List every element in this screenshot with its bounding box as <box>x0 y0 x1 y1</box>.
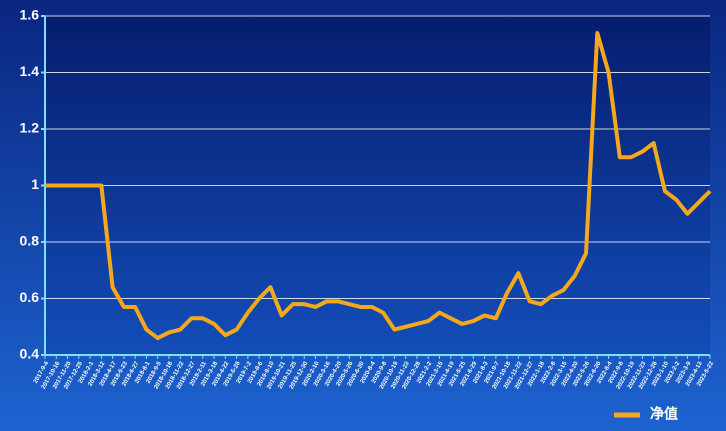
y-tick-label: 1.4 <box>20 63 40 79</box>
y-tick-label: 0.8 <box>20 233 40 249</box>
y-tick-label: 0.4 <box>20 346 40 362</box>
y-tick-label: 1 <box>31 176 39 192</box>
line-series <box>45 30 712 341</box>
legend-label: 净值 <box>650 406 678 422</box>
y-tick-label: 1.2 <box>20 120 40 136</box>
y-tick-label: 1.6 <box>20 7 40 23</box>
y-tick-label: 0.6 <box>20 289 40 305</box>
